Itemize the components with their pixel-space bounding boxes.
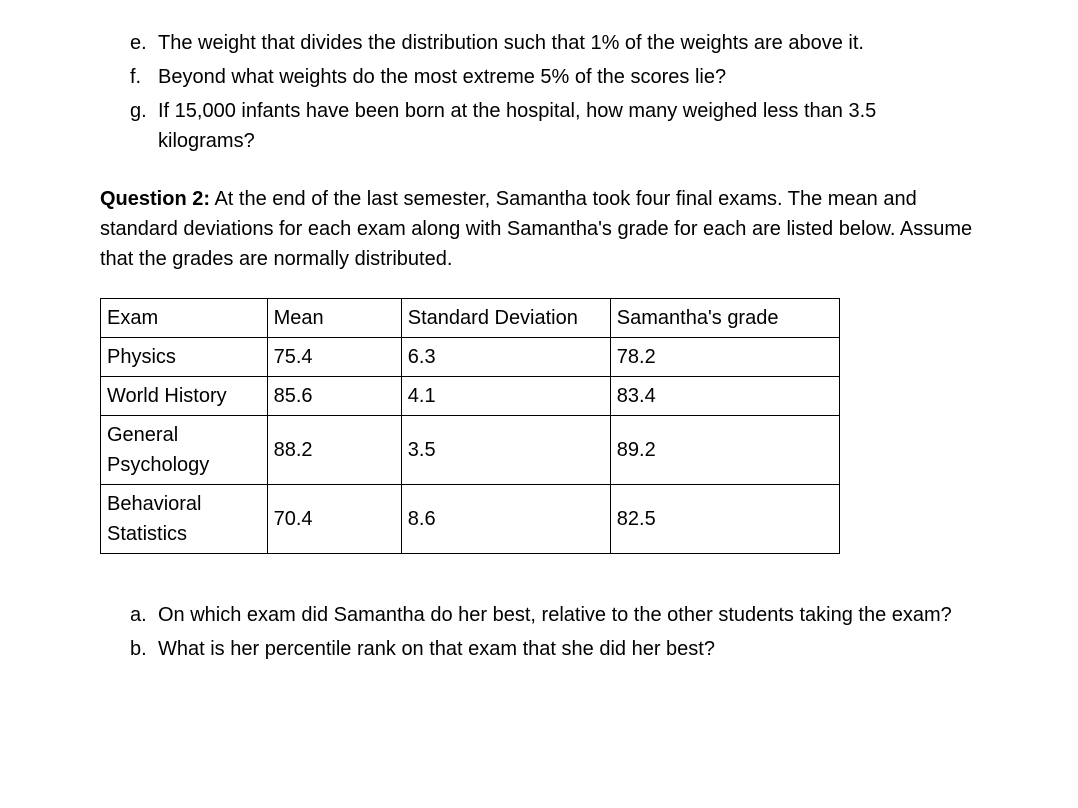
list-item-b: b. What is her percentile rank on that e…: [130, 634, 978, 664]
table-cell: 85.6: [267, 377, 401, 416]
list-item-g: g. If 15,000 infants have been born at t…: [130, 96, 978, 156]
table-row: Behavioral Statistics 70.4 8.6 82.5: [101, 485, 840, 554]
table-cell: 3.5: [401, 416, 610, 485]
list-item-a: a. On which exam did Samantha do her bes…: [130, 600, 978, 630]
list-marker: a.: [130, 600, 158, 630]
table-header-cell: Samantha's grade: [610, 299, 839, 338]
table-cell: 4.1: [401, 377, 610, 416]
table-cell: 89.2: [610, 416, 839, 485]
table-header-cell: Exam: [101, 299, 268, 338]
list-text: What is her percentile rank on that exam…: [158, 634, 978, 664]
list-marker: f.: [130, 62, 158, 92]
list-item-f: f. Beyond what weights do the most extre…: [130, 62, 978, 92]
question2-block: Question 2: At the end of the last semes…: [100, 184, 978, 274]
table-header-row: Exam Mean Standard Deviation Samantha's …: [101, 299, 840, 338]
table-cell: 83.4: [610, 377, 839, 416]
table-header-cell: Standard Deviation: [401, 299, 610, 338]
list-text: If 15,000 infants have been born at the …: [158, 96, 978, 156]
table-cell: 75.4: [267, 338, 401, 377]
table-row: General Psychology 88.2 3.5 89.2: [101, 416, 840, 485]
upper-list: e. The weight that divides the distribut…: [100, 28, 978, 156]
table-row: World History 85.6 4.1 83.4: [101, 377, 840, 416]
page: e. The weight that divides the distribut…: [0, 0, 1078, 664]
table-cell: 88.2: [267, 416, 401, 485]
table-header-cell: Mean: [267, 299, 401, 338]
table-row: Physics 75.4 6.3 78.2: [101, 338, 840, 377]
table-cell: World History: [101, 377, 268, 416]
question2-text: At the end of the last semester, Samanth…: [100, 188, 972, 270]
list-item-e: e. The weight that divides the distribut…: [130, 28, 978, 58]
list-text: Beyond what weights do the most extreme …: [158, 62, 978, 92]
list-text: On which exam did Samantha do her best, …: [158, 600, 978, 630]
question2-label: Question 2:: [100, 188, 210, 210]
list-marker: e.: [130, 28, 158, 58]
lower-list: a. On which exam did Samantha do her bes…: [100, 600, 978, 664]
table-cell: 78.2: [610, 338, 839, 377]
list-marker: g.: [130, 96, 158, 156]
table-cell: 6.3: [401, 338, 610, 377]
table-cell: 70.4: [267, 485, 401, 554]
table-cell: General Psychology: [101, 416, 268, 485]
list-text: The weight that divides the distribution…: [158, 28, 978, 58]
table-cell: Physics: [101, 338, 268, 377]
table-cell: Behavioral Statistics: [101, 485, 268, 554]
table-cell: 8.6: [401, 485, 610, 554]
list-marker: b.: [130, 634, 158, 664]
table-cell: 82.5: [610, 485, 839, 554]
exam-table: Exam Mean Standard Deviation Samantha's …: [100, 298, 840, 554]
